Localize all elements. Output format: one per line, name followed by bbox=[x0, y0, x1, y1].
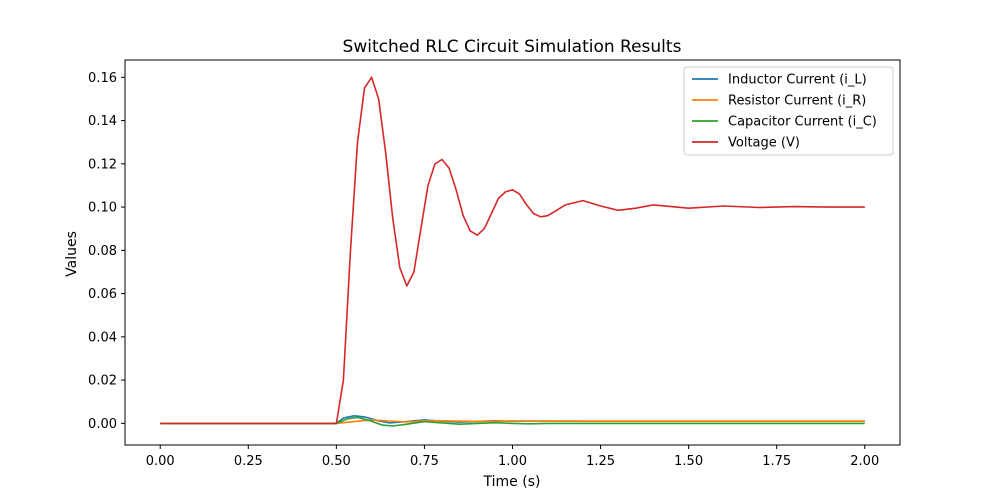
x-tick-label: 0.25 bbox=[234, 454, 263, 469]
y-tick-label: 0.04 bbox=[88, 330, 117, 345]
legend-label: Inductor Current (i_L) bbox=[728, 73, 867, 88]
x-tick-label: 1.50 bbox=[674, 454, 703, 469]
x-tick-label: 0.75 bbox=[410, 454, 439, 469]
legend-box bbox=[683, 66, 894, 156]
y-tick-label: 0.12 bbox=[88, 157, 117, 172]
series-line-1 bbox=[160, 419, 865, 425]
legend: Inductor Current (i_L) Resistor Current (… bbox=[683, 66, 894, 156]
x-tick-label: 1.00 bbox=[498, 454, 527, 469]
x-axis-label: Time (s) bbox=[483, 474, 541, 490]
legend-label: Resistor Current (i_R) bbox=[728, 94, 866, 109]
y-axis: 0.00 0.02 0.04 0.06 0.08 0.10 0.12 0.14 0.16 bbox=[88, 71, 125, 432]
y-tick-label: 0.00 bbox=[88, 417, 117, 432]
legend-label: Capacitor Current (i_C) bbox=[728, 115, 877, 130]
y-tick-label: 0.16 bbox=[88, 71, 117, 86]
y-tick-label: 0.08 bbox=[88, 244, 117, 259]
x-tick-label: 1.25 bbox=[586, 454, 615, 469]
x-tick-label: 0.50 bbox=[322, 454, 351, 469]
legend-label: Voltage (V) bbox=[728, 136, 800, 151]
y-tick-label: 0.02 bbox=[88, 374, 117, 389]
series-line-2 bbox=[160, 416, 865, 427]
series-line-0 bbox=[160, 414, 865, 425]
x-axis: 0.00 0.25 0.50 0.75 1.00 1.25 1.50 1.75 2.00 bbox=[146, 445, 879, 469]
y-tick-label: 0.06 bbox=[88, 287, 117, 302]
x-tick-label: 2.00 bbox=[850, 454, 879, 469]
chart-title: Switched RLC Circuit Simulation Results bbox=[343, 37, 682, 57]
y-tick-label: 0.14 bbox=[88, 114, 117, 129]
x-tick-label: 0.00 bbox=[146, 454, 175, 469]
y-tick-label: 0.10 bbox=[88, 201, 117, 216]
x-tick-label: 1.75 bbox=[762, 454, 791, 469]
y-axis-label: Values bbox=[64, 231, 80, 277]
series-line-3 bbox=[160, 76, 865, 425]
